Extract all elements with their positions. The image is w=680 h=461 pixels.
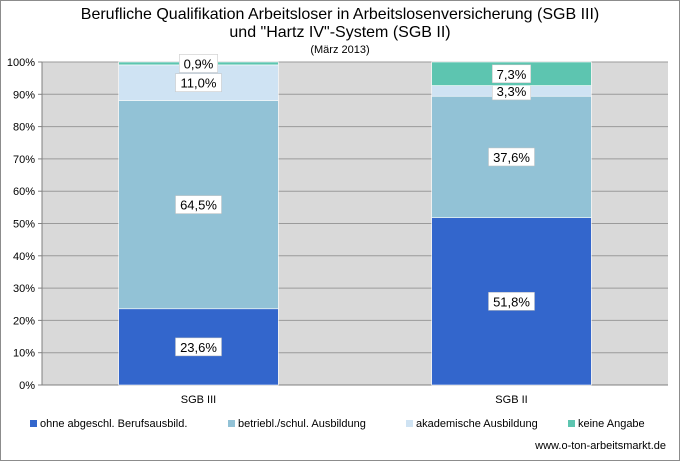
data-label-box xyxy=(488,147,535,167)
data-label: 3,3% xyxy=(497,84,527,99)
legend-item: betriebl./schul. Ausbildung xyxy=(228,418,366,430)
legend-swatch xyxy=(228,419,235,427)
data-label-box xyxy=(488,292,535,311)
data-label: 64,5% xyxy=(180,198,217,213)
y-tick-label: 40% xyxy=(13,251,35,263)
legend-swatch xyxy=(406,419,413,427)
legend-item: akademische Ausbildung xyxy=(406,418,538,430)
legend-item: ohne abgeschl. Berufsausbild. xyxy=(30,418,187,430)
data-label: 23,6% xyxy=(180,340,217,355)
x-tick-label: SGB II xyxy=(495,394,527,406)
data-label-box xyxy=(179,54,218,73)
y-tick-label: 50% xyxy=(13,219,35,231)
legend-label: ohne abgeschl. Berufsausbild. xyxy=(40,418,188,430)
data-label: 37,6% xyxy=(493,150,530,165)
legend-label: akademische Ausbildung xyxy=(416,418,538,430)
data-label: 0,9% xyxy=(184,56,214,71)
data-label-box xyxy=(175,195,222,214)
data-label: 51,8% xyxy=(493,294,530,309)
data-label-box xyxy=(492,64,531,84)
y-tick-label: 0% xyxy=(19,380,35,392)
data-label-box xyxy=(175,337,222,357)
legend-swatch xyxy=(30,419,37,427)
chart-subtitle: (März 2013) xyxy=(310,44,370,56)
x-tick-label: SGB III xyxy=(181,394,216,406)
legend-label: keine Angabe xyxy=(578,418,645,430)
y-tick-label: 60% xyxy=(13,186,35,198)
data-label-box xyxy=(175,73,222,92)
y-tick-label: 80% xyxy=(13,122,35,134)
source-url: www.o-ton-arbeitsmarkt.de xyxy=(535,440,666,452)
y-tick-label: 30% xyxy=(13,283,35,295)
y-tick-label: 20% xyxy=(13,315,35,327)
data-label: 11,0% xyxy=(181,76,217,91)
y-tick-label: 10% xyxy=(13,348,35,360)
data-label: 7,3% xyxy=(497,67,527,82)
legend-swatch xyxy=(568,419,575,427)
y-tick-label: 70% xyxy=(13,154,35,166)
y-tick-label: 90% xyxy=(13,89,35,101)
legend-label: betriebl./schul. Ausbildung xyxy=(238,418,366,430)
legend-item: keine Angabe xyxy=(568,418,645,430)
y-tick-label: 100% xyxy=(7,57,35,69)
chart-title-line2: und "Hartz IV"-System (SGB II) xyxy=(229,24,451,41)
chart-title-line1: Berufliche Qualifikation Arbeitsloser in… xyxy=(80,6,600,23)
